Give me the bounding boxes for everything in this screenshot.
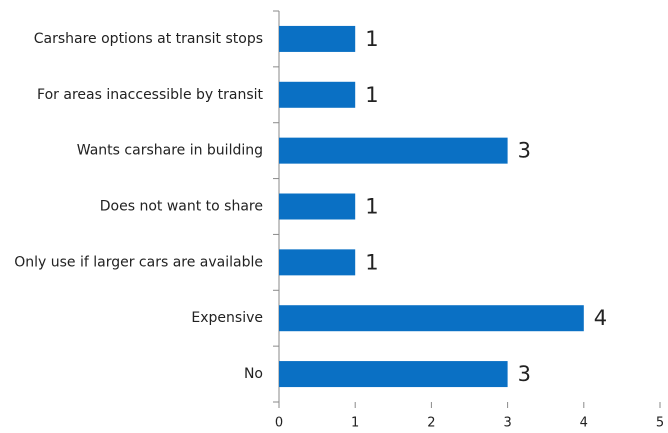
value-label: 4: [594, 306, 607, 330]
y-tick-label: Expensive: [191, 310, 263, 326]
bar: [279, 249, 356, 276]
value-label: 1: [365, 83, 378, 107]
y-tick-label: For areas inaccessible by transit: [37, 87, 263, 103]
bar: [279, 305, 584, 332]
y-tick-label: Carshare options at transit stops: [34, 31, 263, 47]
value-label: 1: [365, 27, 378, 51]
x-tick-label: 3: [503, 416, 511, 431]
value-label: 1: [365, 195, 378, 219]
y-tick-label: No: [244, 366, 263, 382]
bar: [279, 361, 508, 388]
x-tick-label: 0: [275, 416, 283, 431]
bar: [279, 81, 356, 108]
value-label: 1: [365, 250, 378, 274]
x-tick-label: 5: [656, 416, 664, 431]
x-tick-label: 1: [351, 416, 359, 431]
value-label: 3: [518, 362, 531, 386]
y-tick-label: Does not want to share: [100, 199, 263, 215]
bar: [279, 193, 356, 220]
y-tick-label: Wants carshare in building: [77, 143, 263, 159]
value-label: 3: [518, 139, 531, 163]
bar: [279, 25, 356, 52]
bar: [279, 137, 508, 164]
x-tick-label: 2: [427, 416, 435, 431]
y-tick-label: Only use if larger cars are available: [14, 254, 263, 270]
x-tick-label: 4: [580, 416, 588, 431]
